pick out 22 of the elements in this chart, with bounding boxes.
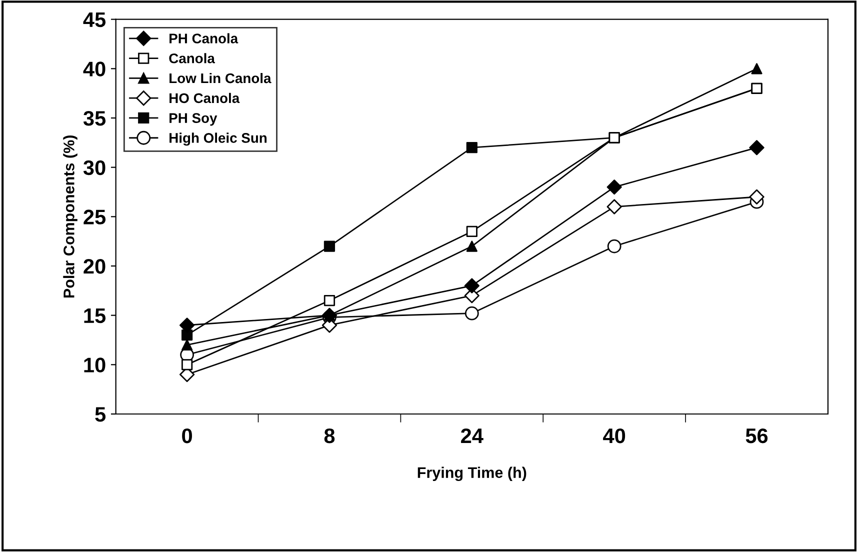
x-tick-label: 24 [461,428,484,443]
legend-label: High Oleic Sun [170,132,267,146]
x-tick-label: 0 [182,428,192,444]
y-tick-label: 15 [84,308,106,324]
y-axis-title: Polar Components (%) [63,136,78,298]
y-tick-label: 40 [83,62,106,76]
y-tick-label: 30 [83,160,106,176]
legend-label: PH Canola [170,33,238,44]
y-tick-label: 20 [84,258,106,274]
x-tick-label: 56 [746,428,768,444]
y-tick-label: 5 [95,407,106,422]
y-tick-label: 10 [84,358,106,372]
y-tick-label: 45 [83,12,106,28]
y-tick-label: 35 [83,110,106,126]
x-tick-label: 40 [603,428,626,444]
legend-label: PH Soy [170,113,218,126]
legend-label: Canola [169,53,215,64]
y-tick-label: 25 [84,210,106,224]
x-axis-title: Frying Time (h) [418,466,526,482]
legend-label: Low Lin Canola [170,72,272,84]
x-tick-label: 8 [324,428,335,444]
legend-label: HO Canola [170,92,240,104]
